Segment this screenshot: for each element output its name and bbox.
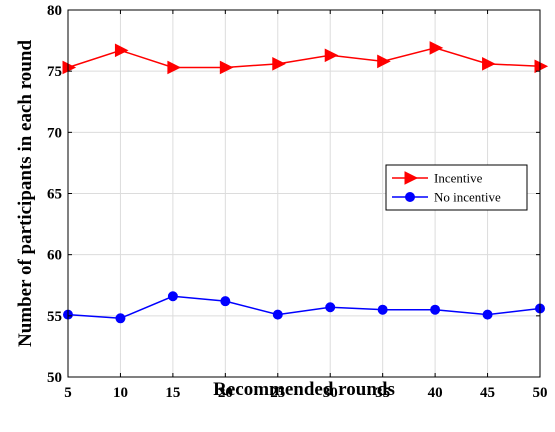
data-point — [430, 304, 441, 315]
data-point — [272, 57, 286, 71]
legend: Incentive No incentive — [385, 164, 528, 211]
data-point — [324, 48, 339, 63]
x-tick-label: 35 — [375, 385, 390, 401]
series-line — [67, 47, 541, 69]
x-tick-label: 25 — [270, 385, 285, 401]
data-point — [167, 291, 178, 302]
series-line — [67, 295, 541, 320]
y-tick-label: 75 — [47, 64, 62, 80]
y-tick-label: 80 — [47, 3, 62, 19]
series-layer — [62, 41, 549, 324]
x-tick-label: 15 — [165, 385, 180, 401]
x-tick-label: 45 — [480, 385, 495, 401]
legend-entry: Incentive — [392, 171, 483, 186]
legend-marker — [404, 171, 419, 185]
x-axis-title: Recommended rounds — [213, 379, 395, 400]
data-point — [115, 313, 126, 324]
data-point — [482, 309, 493, 320]
legend-box — [385, 164, 528, 211]
series-incentive — [62, 41, 549, 75]
data-point — [377, 54, 391, 69]
data-point — [325, 302, 336, 313]
y-tick-label: 60 — [47, 248, 62, 264]
x-tick-label: 5 — [64, 385, 72, 401]
y-tick-label: 65 — [47, 187, 62, 203]
data-point — [429, 41, 444, 55]
data-point — [220, 296, 231, 307]
y-tick-label: 55 — [47, 309, 62, 325]
x-tick-label: 10 — [113, 385, 128, 401]
data-point — [272, 309, 283, 320]
x-tick-label: 20 — [218, 385, 233, 401]
legend-label: No incentive — [434, 190, 501, 205]
legend-label: Incentive — [434, 171, 483, 186]
legend-marker — [405, 192, 415, 202]
x-tick-label: 50 — [533, 385, 548, 401]
data-point — [167, 60, 182, 75]
legend-entry: No incentive — [392, 190, 501, 205]
x-tick-label: 30 — [323, 385, 338, 401]
data-point — [377, 304, 388, 315]
series-no-incentive — [63, 291, 545, 324]
tick-layer: 5 10 15 20 25 30 35 40 45 50 50 55 60 65 70 75 80 — [47, 3, 548, 401]
data-point — [534, 59, 549, 74]
y-tick-label: 70 — [47, 125, 62, 141]
data-point — [62, 60, 77, 75]
y-tick-label: 50 — [47, 370, 62, 386]
data-point — [219, 60, 234, 75]
data-point — [482, 57, 496, 71]
x-tick-label: 40 — [428, 385, 443, 401]
y-axis-title: Number of participants in each round — [15, 40, 36, 347]
data-point — [114, 43, 129, 58]
